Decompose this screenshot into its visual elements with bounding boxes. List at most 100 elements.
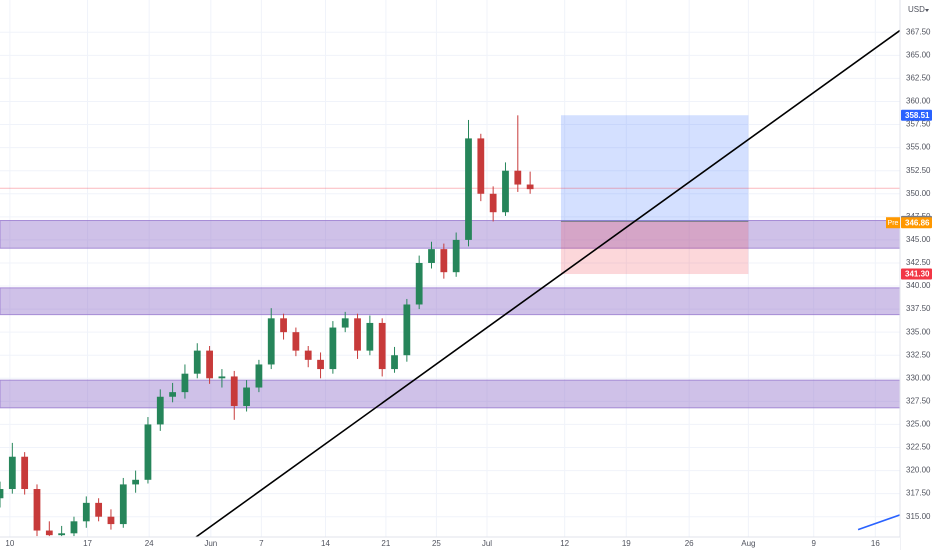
y-tick-label: 315.00 (906, 512, 931, 521)
y-tick-label: 345.00 (906, 235, 931, 244)
candle-body (21, 456, 29, 490)
x-tick-label: Aug (741, 539, 755, 548)
candle-body (144, 424, 152, 480)
candle-body (8, 456, 16, 490)
support-zone (0, 379, 901, 409)
y-tick-label: 365.00 (906, 50, 931, 59)
x-tick-label: 21 (381, 539, 390, 548)
trend-line (195, 29, 901, 538)
price-badge (901, 217, 932, 229)
x-tick-label: Jul (482, 539, 492, 548)
candle-body (0, 489, 4, 499)
candle-body (354, 318, 361, 351)
candle-body (95, 502, 103, 517)
x-tick-label: 26 (685, 539, 694, 548)
session-badge-label: Pre (888, 220, 899, 227)
y-tick-label: 362.50 (906, 74, 931, 83)
x-tick-label: 17 (83, 539, 92, 548)
candle-body (33, 489, 41, 531)
currency-dropdown (925, 9, 929, 12)
candle-body (45, 530, 53, 536)
candle-body (440, 249, 448, 273)
loss-area (560, 221, 749, 275)
candle-body (119, 484, 127, 525)
candle-body (82, 502, 90, 522)
x-tick-label: Jun (204, 539, 217, 548)
y-tick-label: 327.50 (906, 396, 931, 405)
candle-body (428, 249, 435, 263)
price-badge-label: 346.86 (905, 218, 930, 227)
candle-body (292, 332, 300, 351)
y-tick-label: 320.00 (906, 466, 931, 475)
y-tick-label: 325.00 (906, 420, 931, 429)
candle-body (218, 376, 226, 379)
y-tick-label: 360.00 (906, 97, 931, 106)
x-tick-label: 9 (811, 539, 816, 548)
candle-body (156, 396, 164, 425)
profit-area (560, 115, 749, 222)
candle-body (341, 318, 349, 328)
y-tick-label: 355.00 (906, 143, 931, 152)
candle-body (243, 387, 250, 406)
price-badge-label: 358.51 (905, 111, 930, 120)
candle-body (489, 193, 497, 213)
trend-line (857, 514, 901, 531)
support-zone (0, 220, 901, 249)
candle-body (366, 322, 374, 351)
session-badge (886, 217, 900, 229)
price-badge (901, 268, 932, 280)
y-tick-label: 332.50 (906, 350, 931, 359)
y-tick-label: 337.50 (906, 304, 931, 313)
currency-label: USD (908, 5, 925, 14)
candle-body (304, 350, 312, 360)
price-badge (901, 109, 932, 121)
candle-body (206, 350, 213, 379)
candle-body (230, 376, 238, 406)
candle-body (477, 138, 485, 194)
candle-body (181, 373, 189, 393)
x-tick-label: 10 (5, 539, 14, 548)
candle-body (132, 479, 140, 485)
y-tick-label: 335.00 (906, 327, 931, 336)
y-tick-label: 357.50 (906, 120, 931, 129)
y-tick-label: 317.50 (906, 489, 931, 498)
y-tick-label: 352.50 (906, 166, 931, 175)
candle-body (280, 318, 287, 333)
x-tick-label: 7 (259, 539, 264, 548)
x-tick-label: 25 (432, 539, 441, 548)
candle-body (378, 322, 386, 370)
candle-body (403, 304, 411, 356)
candle-body (514, 170, 522, 185)
time-axis (0, 537, 900, 550)
candle-body (58, 533, 66, 536)
x-tick-label: 16 (871, 539, 880, 548)
candle-body (255, 364, 263, 388)
candle-body (452, 239, 460, 273)
x-tick-label: 24 (145, 539, 154, 548)
y-tick-label: 367.50 (906, 27, 931, 36)
price-badge-label: 341.30 (905, 270, 930, 279)
y-tick-label: 322.50 (906, 443, 931, 452)
candle-body (169, 392, 176, 397)
support-zone (0, 287, 901, 316)
x-tick-label: 19 (622, 539, 631, 548)
y-tick-label: 330.00 (906, 373, 931, 382)
candle-body (70, 521, 78, 534)
candle-body (391, 355, 398, 370)
candle-body (193, 350, 201, 374)
candle-body (267, 318, 275, 365)
candle-body (465, 138, 472, 240)
candle-body (415, 262, 423, 305)
candle-body (107, 516, 115, 525)
y-tick-label: 340.00 (906, 281, 931, 290)
y-tick-label: 342.50 (906, 258, 931, 267)
x-tick-label: 12 (560, 539, 569, 548)
candle-body (526, 184, 534, 190)
candle-body (329, 327, 337, 370)
x-tick-label: 14 (321, 539, 330, 548)
y-tick-label: 350.00 (906, 189, 931, 198)
candle-body (502, 170, 509, 213)
candle-body (317, 359, 324, 370)
